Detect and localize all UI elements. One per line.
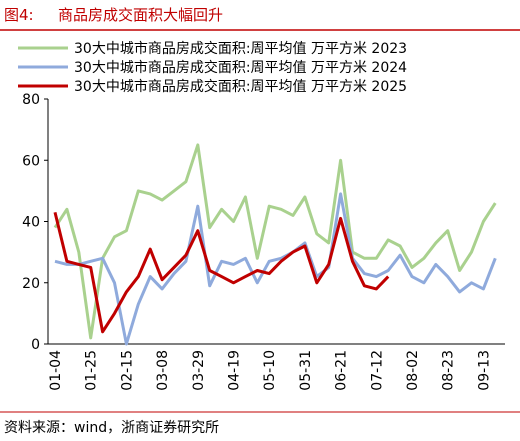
x-tick-label: 05-10 — [262, 350, 278, 391]
x-tick-label: 03-29 — [191, 350, 207, 391]
x-tick-label: 07-12 — [369, 350, 385, 391]
x-tick-label: 08-02 — [405, 350, 421, 391]
x-tick-label: 08-23 — [441, 350, 457, 391]
chart-title: 商品房成交面积大幅回升 — [58, 6, 223, 24]
x-tick-label: 03-08 — [155, 350, 171, 391]
y-tick-label: 20 — [22, 276, 40, 292]
x-tick-label: 01-04 — [48, 350, 64, 391]
x-tick-label: 06-21 — [334, 350, 350, 391]
y-tick-label: 0 — [31, 337, 40, 353]
y-tick-label: 40 — [22, 215, 40, 231]
y-tick-label: 60 — [22, 153, 40, 169]
source: 资料来源：wind，浙商证券研究所 — [4, 420, 219, 436]
x-tick-label: 09-13 — [476, 350, 492, 391]
legend-label: 30大中城市商品房成交面积:周平均值 万平方米 2024 — [74, 59, 407, 76]
series-line — [53, 211, 390, 334]
legend-label: 30大中城市商品房成交面积:周平均值 万平方米 2023 — [74, 40, 407, 57]
series-line — [54, 192, 497, 346]
figure-label: 图4: — [4, 6, 34, 24]
x-tick-label: 01-25 — [84, 350, 100, 391]
legend-label: 30大中城市商品房成交面积:周平均值 万平方米 2025 — [74, 78, 407, 95]
x-tick-label: 02-15 — [119, 350, 135, 391]
x-tick-label: 05-31 — [298, 350, 314, 391]
x-tick-label: 04-19 — [227, 350, 243, 391]
y-tick-label: 80 — [22, 92, 40, 108]
series-line — [53, 143, 497, 340]
